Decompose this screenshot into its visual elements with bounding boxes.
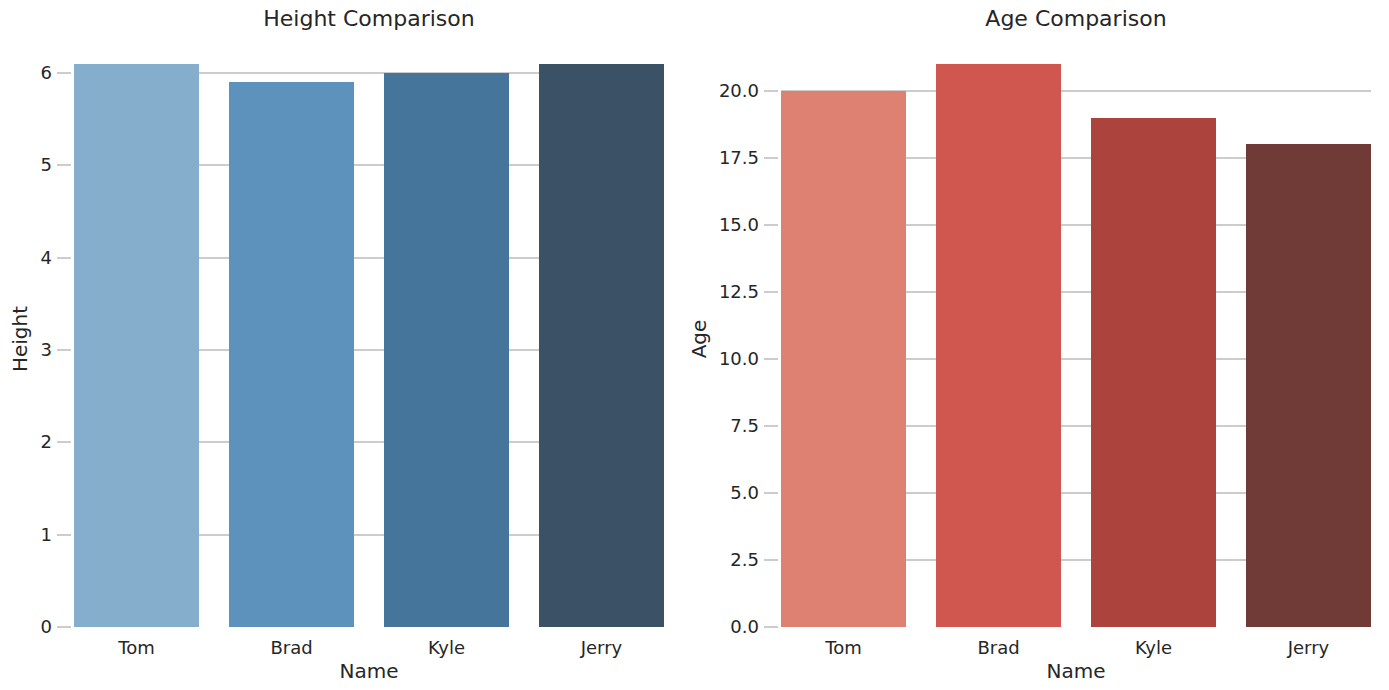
x-axis-label: Name (781, 659, 1371, 683)
y-tick-label: 17.5 (679, 149, 759, 167)
y-tick-label: 4 (0, 249, 52, 267)
y-tick-label: 1 (0, 526, 52, 544)
x-tick-label: Jerry (532, 637, 672, 658)
y-tick-mark (764, 425, 778, 427)
y-tick-mark (764, 224, 778, 226)
y-tick-label: 5.0 (679, 484, 759, 502)
y-tick-mark (764, 358, 778, 360)
x-axis-label: Name (74, 659, 664, 683)
bar-kyle (1091, 118, 1216, 627)
y-tick-label: 0 (0, 618, 52, 636)
x-tick-label: Brad (222, 637, 362, 658)
chart-title: Age Comparison (781, 6, 1371, 31)
y-axis-label: Height (8, 239, 32, 439)
chart-title: Height Comparison (74, 6, 664, 31)
y-tick-label: 12.5 (679, 283, 759, 301)
y-tick-label: 20.0 (679, 82, 759, 100)
x-tick-label: Tom (67, 637, 207, 658)
y-tick-mark (764, 492, 778, 494)
y-tick-mark (764, 291, 778, 293)
y-tick-label: 10.0 (679, 350, 759, 368)
bar-kyle (384, 73, 509, 627)
plot-area: 0.02.55.07.510.012.515.017.520.0TomBradK… (781, 47, 1371, 627)
subplot-height: Height Comparison Height 0123456TomBradK… (0, 0, 694, 690)
bar-tom (74, 64, 199, 627)
y-axis-label: Age (687, 239, 711, 439)
figure: Height Comparison Height 0123456TomBradK… (0, 0, 1389, 690)
x-tick-label: Kyle (377, 637, 517, 658)
plot-area: 0123456TomBradKyleJerry (74, 47, 664, 627)
y-tick-mark (764, 157, 778, 159)
y-tick-label: 15.0 (679, 216, 759, 234)
bar-jerry (1246, 144, 1371, 627)
y-tick-mark (57, 441, 71, 443)
x-tick-label: Brad (929, 637, 1069, 658)
y-tick-label: 2 (0, 433, 52, 451)
x-tick-label: Tom (774, 637, 914, 658)
y-tick-mark (57, 534, 71, 536)
bar-brad (229, 82, 354, 627)
y-tick-label: 0.0 (679, 618, 759, 636)
y-tick-label: 3 (0, 341, 52, 359)
y-tick-mark (57, 626, 71, 628)
y-tick-label: 2.5 (679, 551, 759, 569)
bar-tom (781, 91, 906, 627)
y-tick-mark (764, 90, 778, 92)
y-tick-mark (57, 257, 71, 259)
x-tick-label: Kyle (1084, 637, 1224, 658)
y-tick-label: 5 (0, 156, 52, 174)
x-tick-label: Jerry (1239, 637, 1379, 658)
y-tick-mark (764, 559, 778, 561)
bar-brad (936, 64, 1061, 627)
y-tick-label: 7.5 (679, 417, 759, 435)
y-tick-label: 6 (0, 64, 52, 82)
y-tick-mark (57, 164, 71, 166)
subplot-age: Age Comparison Age 0.02.55.07.510.012.51… (695, 0, 1389, 690)
bar-jerry (539, 64, 664, 627)
y-tick-mark (764, 626, 778, 628)
y-tick-mark (57, 72, 71, 74)
y-tick-mark (57, 349, 71, 351)
